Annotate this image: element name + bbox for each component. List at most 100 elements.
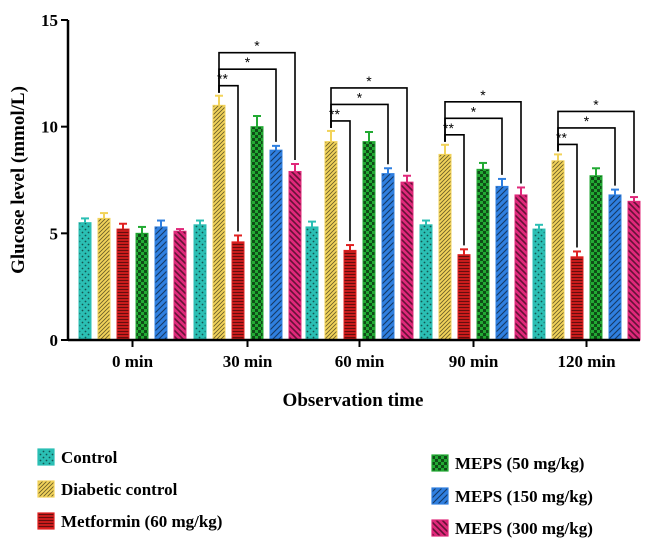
error-bar-control-90-min	[422, 219, 430, 225]
y-tick-label-0: 0	[50, 331, 59, 350]
legend-swatch	[431, 519, 449, 537]
significance-label: *	[357, 89, 363, 105]
significance-label: *	[245, 54, 251, 70]
bar-metformin-60-mg-kg-60-min	[343, 249, 357, 341]
significance-label: *	[480, 87, 486, 103]
error-bar-metformin-60-mg-kg-0-min	[119, 222, 127, 230]
significance-bracket-30-min-2: *	[218, 38, 296, 160]
bar-diabetic-control-90-min	[438, 153, 452, 341]
significance-label: *	[584, 113, 590, 129]
legend-item-control: Control	[37, 448, 118, 467]
error-bar-control-60-min	[308, 220, 316, 227]
axes: 0 5 10 15 0 min 30 min 60 min 90 min 120 min	[41, 11, 640, 371]
bar-control-30-min	[193, 224, 207, 341]
error-bar-diabetic-control-60-min	[327, 129, 335, 142]
error-bar-meps-300-mg-kg-30-min	[291, 163, 299, 172]
legend-label: MEPS (300 mg/kg)	[455, 519, 593, 538]
legend: Control Diabetic control Metformin (60 mg/…	[37, 448, 593, 538]
error-bar-metformin-60-mg-kg-90-min	[460, 248, 468, 255]
legend-swatch	[37, 480, 55, 498]
bar-meps-300-mg-kg-90-min	[514, 194, 528, 341]
bar-meps-300-mg-kg-30-min	[288, 170, 302, 341]
error-bar-control-30-min	[196, 219, 204, 225]
significance-label: *	[593, 96, 599, 112]
error-bar-diabetic-control-120-min	[554, 153, 562, 161]
error-bar-meps-300-mg-kg-60-min	[403, 174, 411, 183]
bar-meps-50-mg-kg-60-min	[362, 141, 376, 341]
significance-label: **	[217, 71, 228, 87]
error-bar-meps-150-mg-kg-60-min	[384, 167, 392, 174]
legend-item-meps-50-mg-kg: MEPS (50 mg/kg)	[431, 454, 584, 473]
bar-control-90-min	[419, 224, 433, 341]
error-bar-meps-150-mg-kg-30-min	[272, 144, 280, 151]
bar-meps-150-mg-kg-120-min	[608, 194, 622, 341]
error-bar-meps-300-mg-kg-90-min	[517, 186, 525, 195]
y-tick-label-15: 15	[41, 11, 58, 30]
legend-swatch	[37, 512, 55, 530]
legend-label: MEPS (150 mg/kg)	[455, 487, 593, 506]
error-bar-metformin-60-mg-kg-60-min	[346, 244, 354, 251]
error-bar-meps-150-mg-kg-120-min	[611, 188, 619, 195]
bar-meps-50-mg-kg-120-min	[589, 175, 603, 341]
error-bar-meps-50-mg-kg-120-min	[592, 167, 600, 176]
bar-meps-300-mg-kg-120-min	[627, 200, 641, 341]
legend-item-meps-300-mg-kg: MEPS (300 mg/kg)	[431, 519, 593, 538]
significance-annotations: ****************	[217, 38, 635, 248]
legend-label: Control	[61, 448, 118, 467]
x-tick-label-30-min: 30 min	[223, 352, 273, 371]
error-bar-control-120-min	[535, 223, 543, 230]
bar-diabetic-control-30-min	[212, 104, 226, 341]
y-tick-label-10: 10	[41, 118, 58, 137]
x-tick-label-120-min: 120 min	[557, 352, 616, 371]
bar-meps-300-mg-kg-0-min	[173, 230, 187, 341]
error-bar-control-0-min	[81, 217, 89, 223]
error-bar-metformin-60-mg-kg-30-min	[234, 234, 242, 242]
significance-bracket-30-min-1: *	[218, 54, 277, 142]
bar-metformin-60-mg-kg-90-min	[457, 254, 471, 341]
bar-meps-50-mg-kg-90-min	[476, 168, 490, 341]
legend-swatch	[37, 448, 55, 466]
x-tick-label-60-min: 60 min	[335, 352, 385, 371]
significance-bracket-120-min-1: *	[557, 113, 616, 186]
legend-item-metformin-60-mg-kg: Metformin (60 mg/kg)	[37, 512, 222, 531]
bar-meps-150-mg-kg-60-min	[381, 173, 395, 341]
bar-meps-50-mg-kg-30-min	[250, 126, 264, 341]
bar-metformin-60-mg-kg-30-min	[231, 241, 245, 341]
legend-label: MEPS (50 mg/kg)	[455, 454, 584, 473]
error-bar-diabetic-control-0-min	[100, 212, 108, 219]
error-bar-meps-300-mg-kg-0-min	[176, 228, 184, 232]
bar-diabetic-control-120-min	[551, 160, 565, 341]
y-tick-label-5: 5	[50, 224, 59, 243]
error-bar-meps-50-mg-kg-90-min	[479, 161, 487, 170]
error-bar-diabetic-control-30-min	[215, 94, 223, 106]
bar-control-120-min	[532, 228, 546, 341]
bar-meps-150-mg-kg-30-min	[269, 149, 283, 341]
significance-label: **	[556, 129, 567, 145]
bar-meps-150-mg-kg-0-min	[154, 226, 168, 341]
error-bar-diabetic-control-90-min	[441, 143, 449, 155]
error-bar-meps-150-mg-kg-90-min	[498, 177, 506, 187]
legend-swatch	[431, 454, 449, 472]
significance-label: **	[443, 120, 454, 136]
significance-label: *	[471, 103, 477, 119]
error-bar-meps-50-mg-kg-30-min	[253, 115, 261, 127]
bar-metformin-60-mg-kg-0-min	[116, 228, 130, 341]
significance-label: **	[329, 106, 340, 122]
error-bar-meps-150-mg-kg-0-min	[157, 219, 165, 227]
x-tick-label-0-min: 0 min	[112, 352, 154, 371]
bar-control-0-min	[78, 222, 92, 341]
error-bar-meps-300-mg-kg-120-min	[630, 196, 638, 202]
bar-meps-150-mg-kg-90-min	[495, 185, 509, 341]
legend-item-meps-150-mg-kg: MEPS (150 mg/kg)	[431, 487, 593, 506]
x-tick-label-90-min: 90 min	[449, 352, 499, 371]
significance-bracket-90-min-1: *	[444, 103, 503, 175]
bar-metformin-60-mg-kg-120-min	[570, 256, 584, 341]
legend-swatch	[431, 487, 449, 505]
legend-label: Diabetic control	[61, 480, 178, 499]
bar-diabetic-control-60-min	[324, 141, 338, 341]
y-axis-label: Glucose level (mmol/L)	[8, 86, 29, 274]
legend-item-diabetic-control: Diabetic control	[37, 480, 178, 499]
significance-bracket-120-min-2: *	[557, 96, 635, 194]
